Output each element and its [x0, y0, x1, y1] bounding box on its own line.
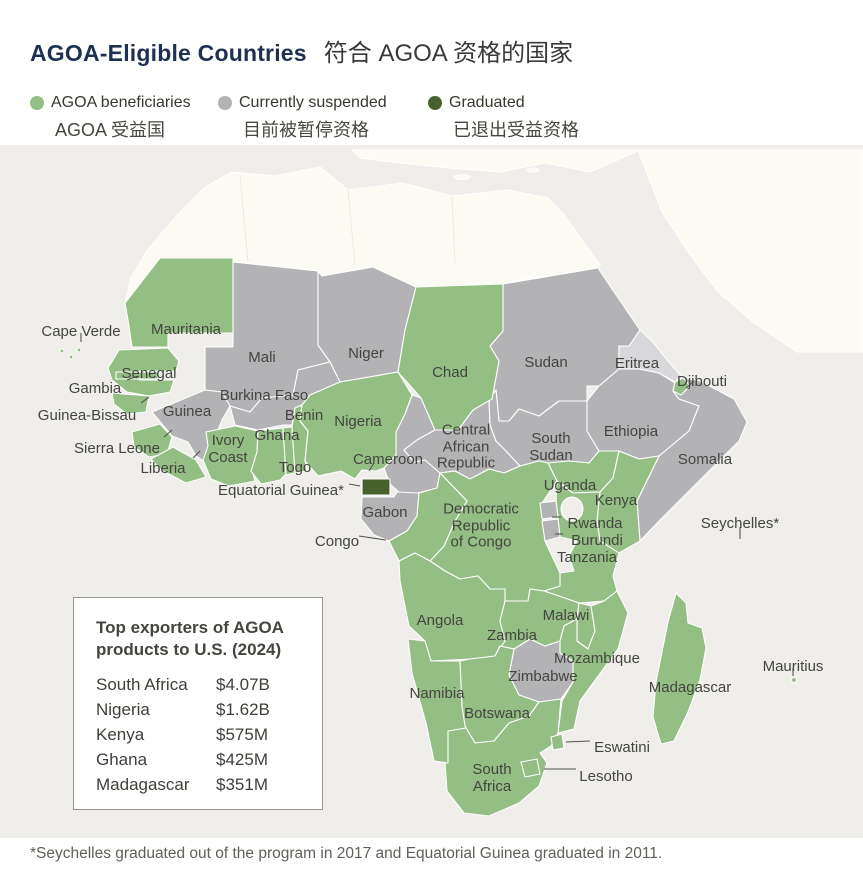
country-eritrea: [618, 329, 682, 383]
country-madagascar: [652, 592, 707, 745]
exporters-box-title: Top exporters of AGOA products to U.S. (…: [96, 618, 284, 660]
footnote: *Seychelles graduated out of the program…: [30, 845, 663, 862]
header: AGOA-Eligible Countries 符合 AGOA 资格的国家: [30, 33, 573, 68]
exporter-nigeria: Nigeria $1.62B: [96, 697, 322, 722]
exporter-country: Ghana: [96, 750, 148, 770]
country-nigeria: [299, 371, 413, 480]
legend-dot-icon: [218, 96, 232, 110]
label-leader-lines: [80, 333, 794, 770]
country-guinea-bissau: [111, 392, 150, 415]
country-mauritania: [124, 257, 234, 348]
legend-label-en: Currently suspended: [239, 94, 387, 111]
exporter-value: $4.07B: [216, 675, 270, 695]
island-cyprus: [526, 167, 540, 173]
legend-dot-icon: [30, 96, 44, 110]
country-north-africa: [124, 166, 601, 304]
islands-cape-verde: [76, 347, 82, 353]
exporter-madagascar: Madagascar $351M: [96, 772, 322, 797]
exporters-rows: South Africa $4.07B Nigeria $1.62B Kenya…: [96, 672, 322, 797]
land-arabia: [637, 149, 863, 353]
exporter-country: Nigeria: [96, 700, 150, 720]
country-south-africa: [444, 698, 562, 817]
legend-label-en: AGOA beneficiaries: [51, 94, 191, 111]
islands-cape-verde: [59, 348, 65, 354]
country-djibouti: [672, 377, 691, 396]
exporter-country: Kenya: [96, 725, 145, 745]
legend-label-zh: AGOA 受益国: [55, 120, 166, 140]
legend-item-beneficiaries: AGOA beneficiaries AGOA 受益国: [30, 94, 191, 142]
sahara-borders: [239, 174, 456, 266]
exporters-box: Top exporters of AGOA products to U.S. (…: [73, 597, 323, 810]
exporter-value: $425M: [216, 750, 268, 770]
exporter-south-africa: South Africa $4.07B: [96, 672, 322, 697]
country-senegal: [107, 347, 180, 397]
legend-label-en: Graduated: [449, 94, 525, 111]
exporter-value: $351M: [216, 775, 268, 795]
country-ivory-coast: [202, 425, 259, 487]
legend-label-zh: 已退出受益资格: [453, 120, 579, 140]
exporter-country: South Africa: [96, 675, 188, 695]
country-equatorial-guinea: [361, 478, 391, 496]
legend-item-graduated: Graduated 已退出受益资格: [428, 94, 579, 142]
country-chad: [397, 283, 504, 431]
page-title-en: AGOA-Eligible Countries: [30, 40, 307, 66]
land-southern-europe: [351, 149, 641, 173]
exporter-ghana: Ghana $425M: [96, 747, 322, 772]
country-eswatini: [550, 733, 565, 751]
country-burundi: [541, 518, 561, 542]
legend-item-suspended: Currently suspended 目前被暂停资格: [218, 94, 387, 142]
country-gambia: [115, 371, 159, 380]
legend-label-zh: 目前被暂停资格: [243, 120, 369, 140]
country-rwanda: [539, 500, 559, 520]
islands-cape-verde: [68, 354, 74, 360]
island-crete: [453, 174, 471, 180]
island-mauritius: [790, 676, 798, 684]
country-mozambique: [557, 590, 629, 734]
country-lesotho: [520, 758, 541, 778]
legend-dot-icon: [428, 96, 442, 110]
lake-victoria: [560, 496, 584, 522]
country-liberia: [150, 446, 207, 484]
exporter-value: $1.62B: [216, 700, 270, 720]
exporter-country: Madagascar: [96, 775, 190, 795]
exporter-kenya: Kenya $575M: [96, 722, 322, 747]
exporter-value: $575M: [216, 725, 268, 745]
page-title-zh: 符合 AGOA 资格的国家: [323, 40, 574, 67]
